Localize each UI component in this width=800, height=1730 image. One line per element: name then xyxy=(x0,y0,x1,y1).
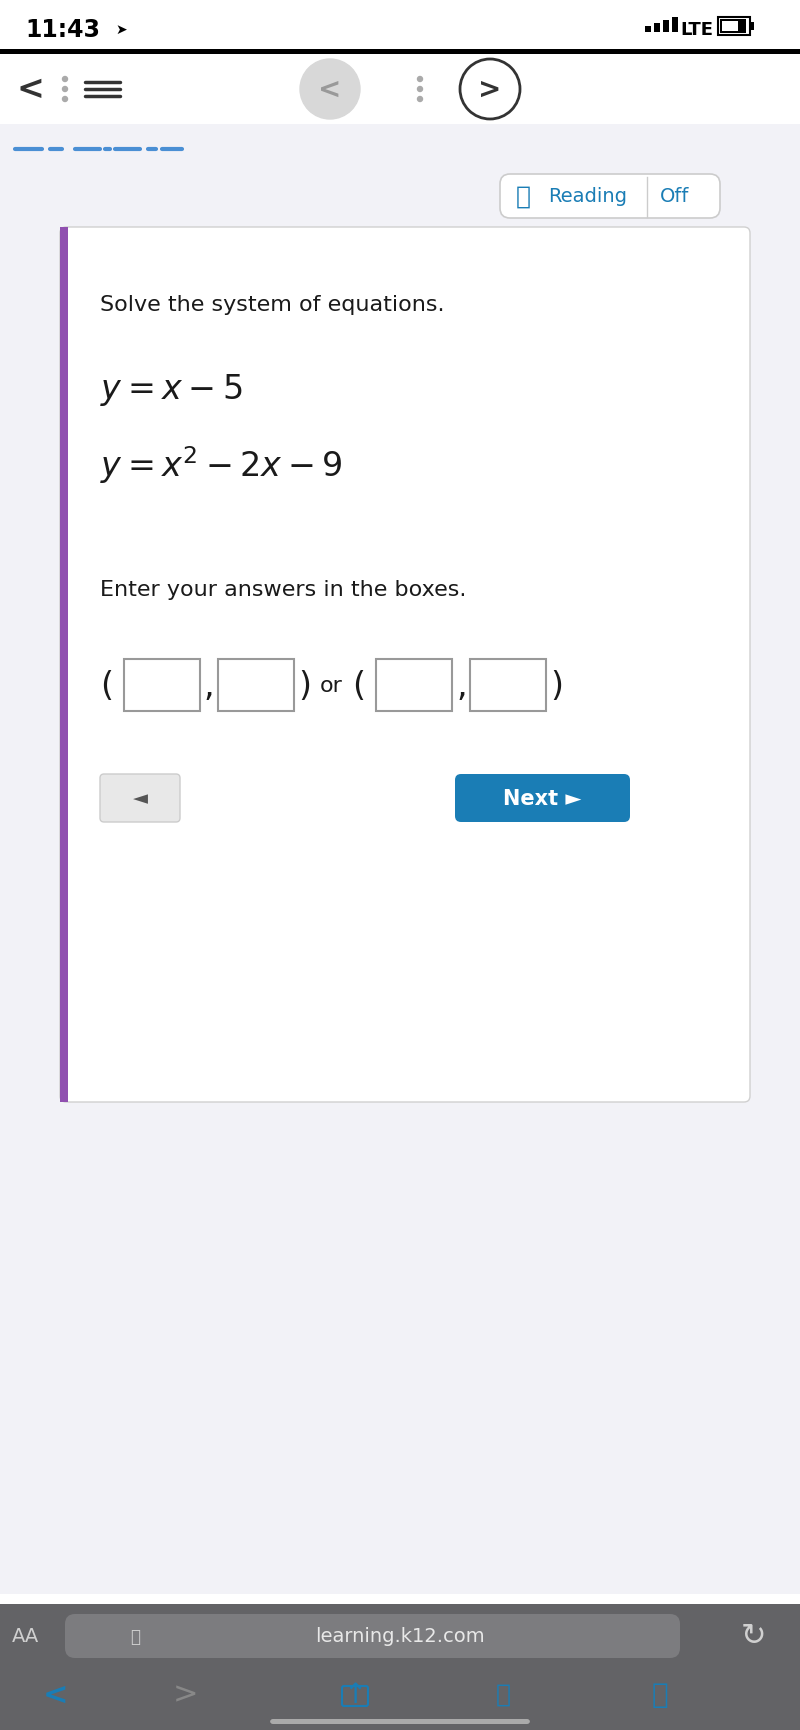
Bar xyxy=(470,659,546,711)
Text: ↑: ↑ xyxy=(343,1680,366,1708)
Text: Off: Off xyxy=(660,187,690,206)
Text: Solve the system of equations.: Solve the system of equations. xyxy=(100,294,445,315)
Text: >: > xyxy=(478,76,502,104)
Bar xyxy=(218,659,294,711)
Bar xyxy=(720,21,746,35)
FancyBboxPatch shape xyxy=(65,1614,680,1657)
Text: 11:43: 11:43 xyxy=(25,17,100,42)
Text: LTE: LTE xyxy=(680,21,713,40)
Bar xyxy=(0,50,800,55)
Text: ◄: ◄ xyxy=(133,789,147,808)
Circle shape xyxy=(62,97,67,102)
Text: $y = x - 5$: $y = x - 5$ xyxy=(100,372,242,408)
Circle shape xyxy=(460,61,520,119)
Text: ➤: ➤ xyxy=(115,22,126,36)
Bar xyxy=(0,55,800,125)
Bar xyxy=(750,22,754,31)
Text: <: < xyxy=(16,73,44,107)
Bar xyxy=(718,17,750,36)
Text: ,: , xyxy=(456,670,466,702)
Text: ): ) xyxy=(298,670,311,702)
Text: 🔒: 🔒 xyxy=(130,1626,140,1645)
Text: ↻: ↻ xyxy=(740,1621,766,1650)
Circle shape xyxy=(418,88,422,92)
Text: 🎧: 🎧 xyxy=(516,185,531,209)
Text: $y = x^2 - 2x - 9$: $y = x^2 - 2x - 9$ xyxy=(100,445,342,486)
FancyBboxPatch shape xyxy=(455,775,630,822)
FancyBboxPatch shape xyxy=(100,775,180,822)
Circle shape xyxy=(62,88,67,92)
FancyBboxPatch shape xyxy=(270,1720,530,1725)
Text: 📖: 📖 xyxy=(495,1682,510,1706)
FancyBboxPatch shape xyxy=(60,228,750,1102)
FancyBboxPatch shape xyxy=(500,175,720,220)
Text: ⧉: ⧉ xyxy=(652,1680,668,1708)
Circle shape xyxy=(300,61,360,119)
Text: ,: , xyxy=(203,670,214,702)
Bar xyxy=(654,24,660,33)
Bar xyxy=(376,659,452,711)
Text: Reading: Reading xyxy=(548,187,627,206)
Bar xyxy=(645,28,651,33)
Circle shape xyxy=(418,78,422,83)
Bar xyxy=(0,1604,800,1669)
Text: <: < xyxy=(42,1680,68,1709)
Bar xyxy=(124,659,200,711)
Circle shape xyxy=(418,97,422,102)
Text: Next ►: Next ► xyxy=(503,789,581,808)
Text: (: ( xyxy=(100,670,113,702)
Text: Enter your answers in the boxes.: Enter your answers in the boxes. xyxy=(100,580,466,600)
Bar xyxy=(0,125,800,1593)
Bar xyxy=(0,0,800,50)
Text: (: ( xyxy=(352,670,365,702)
Bar xyxy=(0,1669,800,1730)
Text: learning.k12.com: learning.k12.com xyxy=(315,1626,485,1645)
Circle shape xyxy=(62,78,67,83)
Bar xyxy=(722,22,738,31)
Text: AA: AA xyxy=(11,1626,38,1645)
Text: or: or xyxy=(320,676,343,695)
Text: ): ) xyxy=(550,670,563,702)
Bar xyxy=(663,21,669,33)
Bar xyxy=(672,17,678,33)
Text: >: > xyxy=(172,1680,198,1709)
Bar xyxy=(60,228,68,1102)
Text: <: < xyxy=(318,76,342,104)
